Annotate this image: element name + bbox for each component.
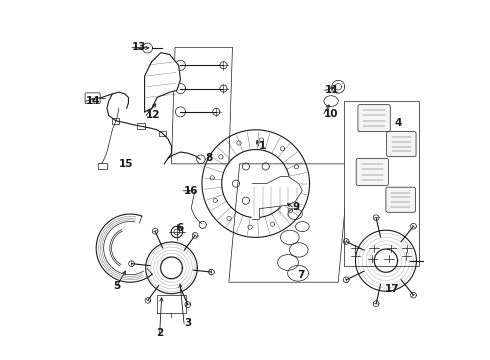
- Text: 2: 2: [156, 328, 163, 338]
- FancyBboxPatch shape: [112, 118, 120, 124]
- Text: 6: 6: [177, 224, 184, 233]
- Text: 16: 16: [183, 186, 198, 196]
- Text: 17: 17: [385, 284, 399, 294]
- FancyBboxPatch shape: [358, 105, 390, 132]
- FancyBboxPatch shape: [356, 158, 389, 185]
- Text: 1: 1: [259, 141, 266, 151]
- FancyBboxPatch shape: [98, 163, 107, 169]
- FancyBboxPatch shape: [387, 132, 416, 157]
- Text: 15: 15: [119, 159, 133, 169]
- Polygon shape: [229, 164, 349, 282]
- Text: 5: 5: [113, 281, 121, 291]
- Polygon shape: [343, 101, 419, 266]
- Text: 4: 4: [395, 118, 402, 128]
- Text: 11: 11: [324, 85, 339, 95]
- Text: 14: 14: [85, 96, 100, 106]
- Polygon shape: [145, 53, 180, 112]
- Text: 10: 10: [324, 109, 339, 119]
- Text: 12: 12: [146, 111, 161, 121]
- Text: 8: 8: [205, 153, 213, 163]
- FancyBboxPatch shape: [159, 131, 166, 136]
- Text: 13: 13: [132, 42, 147, 52]
- FancyBboxPatch shape: [85, 93, 100, 104]
- Polygon shape: [252, 176, 302, 220]
- Text: 9: 9: [293, 202, 299, 212]
- Polygon shape: [172, 47, 232, 164]
- FancyBboxPatch shape: [386, 187, 416, 212]
- Text: 7: 7: [297, 270, 304, 280]
- FancyBboxPatch shape: [137, 123, 145, 129]
- Text: 3: 3: [184, 319, 191, 328]
